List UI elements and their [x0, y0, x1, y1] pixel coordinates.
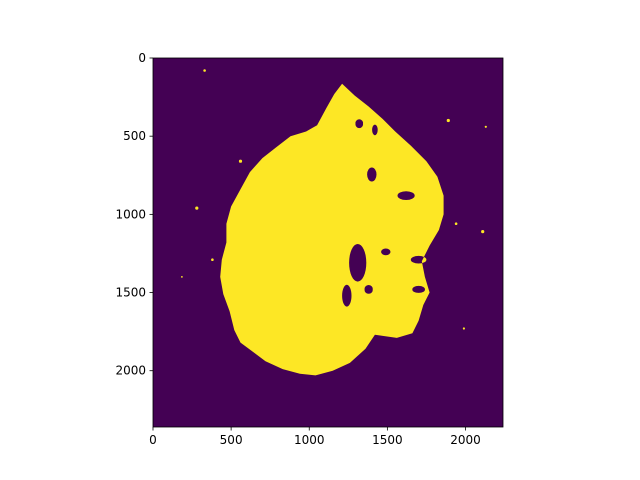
mask-speck — [181, 276, 183, 278]
y-tick-label: 1500 — [115, 286, 146, 300]
y-tick-label: 1000 — [115, 207, 146, 221]
mask-speck — [454, 222, 458, 225]
plot-area — [153, 58, 503, 427]
x-tick-label: 1500 — [372, 433, 403, 447]
y-tick-label: 0 — [138, 51, 146, 65]
mask-speck — [446, 118, 450, 123]
mask-speck — [462, 327, 465, 330]
axes-frame — [152, 57, 504, 428]
mask-speck — [203, 69, 206, 72]
mask-region — [220, 83, 444, 376]
x-axis: 0 500 1000 1500 2000 — [149, 427, 481, 447]
x-tick-label: 1000 — [294, 433, 325, 447]
y-axis: 0 500 1000 1500 2000 — [115, 51, 153, 378]
x-tick-label: 2000 — [450, 433, 481, 447]
x-tick-label: 0 — [149, 433, 157, 447]
specks-group — [181, 69, 487, 330]
y-tick-label: 2000 — [115, 364, 146, 378]
x-tick-label: 500 — [220, 433, 243, 447]
mask-speck — [481, 230, 485, 234]
mask-speck — [195, 206, 199, 210]
mask-speck — [211, 258, 214, 262]
mask-speck — [484, 125, 487, 128]
mask-speck — [238, 159, 243, 163]
y-tick-label: 500 — [123, 129, 146, 143]
